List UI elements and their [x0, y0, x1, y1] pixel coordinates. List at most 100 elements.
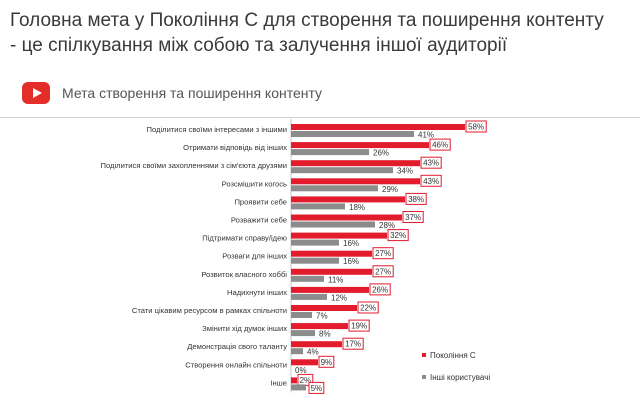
data-label-generation-c: 37%	[405, 213, 421, 222]
category-label: Стати цікавим ресурсом в рамках спільнот…	[132, 306, 287, 315]
data-label-box-generation-c	[465, 120, 487, 133]
category-label: Розваги для інших	[222, 252, 287, 261]
data-label-generation-c: 19%	[351, 322, 367, 331]
data-label-generation-c: 2%	[300, 376, 312, 385]
category-label: Надихнути інших	[227, 288, 287, 297]
bar-generation-c	[291, 178, 420, 185]
category-label: Розсмішити когось	[222, 179, 287, 188]
bar-generation-c	[291, 142, 429, 149]
data-label-generation-c: 38%	[408, 195, 424, 204]
category-label: Демонстрація свого таланту	[187, 342, 287, 351]
data-label-other-users: 29%	[382, 185, 398, 194]
bar-generation-c	[291, 124, 465, 130]
data-label-generation-c: 26%	[372, 285, 388, 294]
data-label-generation-c: 58%	[468, 123, 484, 132]
data-label-box-generation-c	[342, 337, 364, 350]
bar-generation-c	[291, 286, 369, 293]
legend-swatch-other-users	[422, 375, 426, 379]
data-label-generation-c: 32%	[390, 231, 406, 240]
bar-other-users	[291, 384, 306, 391]
bar-other-users	[291, 330, 315, 337]
data-label-box-generation-c	[357, 301, 379, 314]
category-label: Підтримати справу/ідею	[202, 234, 287, 243]
bar-generation-c	[291, 305, 357, 311]
bar-generation-c	[291, 160, 420, 167]
data-label-other-users: 16%	[343, 239, 359, 248]
data-label-box-generation-c	[405, 192, 427, 205]
data-label-other-users: 18%	[349, 203, 365, 212]
data-label-other-users: 5%	[311, 384, 323, 393]
data-label-other-users: 26%	[373, 149, 389, 158]
data-label-generation-c: 46%	[432, 141, 448, 150]
data-label-generation-c: 17%	[345, 340, 361, 349]
legend-label-generation-c: Покоління С	[430, 351, 476, 360]
data-label-other-users: 4%	[307, 348, 319, 357]
data-label-other-users: 41%	[418, 131, 434, 140]
data-label-other-users: 16%	[343, 257, 359, 266]
data-label-other-users: 8%	[319, 330, 331, 339]
legend-swatch-generation-c	[422, 353, 426, 357]
data-label-box-generation-c	[348, 319, 370, 332]
data-label-generation-c: 27%	[375, 267, 391, 276]
category-label: Поділитися своїми інтересами з іншими	[147, 125, 288, 134]
data-label-generation-c: 43%	[423, 159, 439, 168]
bar-generation-c	[291, 250, 372, 257]
bar-other-users	[291, 293, 327, 300]
data-label-generation-c: 22%	[360, 304, 376, 313]
bar-other-users	[291, 131, 414, 137]
bar-generation-c	[291, 323, 348, 330]
category-label: Отримати відповідь від інших	[183, 143, 287, 152]
data-label-other-users: 34%	[397, 167, 413, 176]
data-label-box-generation-c	[420, 174, 442, 187]
data-label-box-generation-c	[369, 283, 391, 296]
bar-other-users	[291, 149, 369, 156]
bar-generation-c	[291, 268, 372, 275]
headline-line-2: - це спілкування між собою та залучення …	[10, 35, 508, 56]
bar-other-users	[291, 275, 324, 282]
bar-other-users	[291, 167, 393, 174]
data-label-other-users: 28%	[379, 221, 395, 230]
bar-other-users	[291, 221, 375, 228]
data-label-box-generation-c	[402, 211, 424, 223]
headline-line-1: Головна мета у Покоління С для створення…	[10, 10, 604, 31]
bar-other-users	[291, 312, 312, 318]
bar-other-users	[291, 239, 339, 246]
data-label-box-generation-c	[372, 247, 394, 260]
category-label: Проявити себе	[234, 197, 287, 206]
category-label: Інше	[270, 378, 287, 387]
category-label: Створення онлайн спільноти	[185, 360, 287, 369]
data-label-box-other-users	[308, 381, 325, 394]
bar-other-users	[291, 348, 303, 355]
bar-other-users	[291, 203, 345, 210]
data-label-box-generation-c	[318, 355, 335, 368]
bar-generation-c	[291, 214, 402, 221]
data-label-box-generation-c	[420, 156, 442, 169]
bar-other-users	[291, 185, 378, 192]
data-label-box-generation-c	[372, 265, 394, 278]
category-label: Розважити себе	[231, 216, 287, 225]
legend-label-other-users: Інші користувачі	[430, 373, 490, 382]
data-label-generation-c: 43%	[423, 177, 439, 186]
data-label-generation-c: 27%	[375, 249, 391, 258]
bar-generation-c	[291, 377, 297, 384]
data-label-generation-c: 9%	[321, 358, 333, 367]
data-label-box-generation-c	[429, 138, 451, 151]
bar-generation-c	[291, 196, 405, 203]
data-label-other-users: 11%	[328, 275, 343, 284]
headline: Головна мета у Покоління С для створення…	[10, 8, 630, 58]
data-label-other-users: 0%	[295, 366, 307, 375]
category-label: Змінити хід думок інших	[202, 324, 287, 333]
bar-generation-c	[291, 359, 318, 366]
category-label: Розвиток власного хоббі	[201, 270, 287, 279]
chart-header: Мета створення та поширення контенту	[0, 78, 640, 110]
youtube-logo-icon	[22, 82, 50, 104]
bar-generation-c	[291, 341, 342, 348]
data-label-other-users: 7%	[316, 312, 328, 321]
data-label-box-generation-c	[387, 229, 409, 242]
header-divider	[0, 117, 640, 118]
bar-other-users	[291, 257, 339, 264]
category-label: Поділитися своїми захопленнями з сім'єют…	[101, 161, 287, 170]
data-label-other-users: 12%	[331, 293, 347, 302]
chart-title: Мета створення та поширення контенту	[62, 85, 323, 101]
